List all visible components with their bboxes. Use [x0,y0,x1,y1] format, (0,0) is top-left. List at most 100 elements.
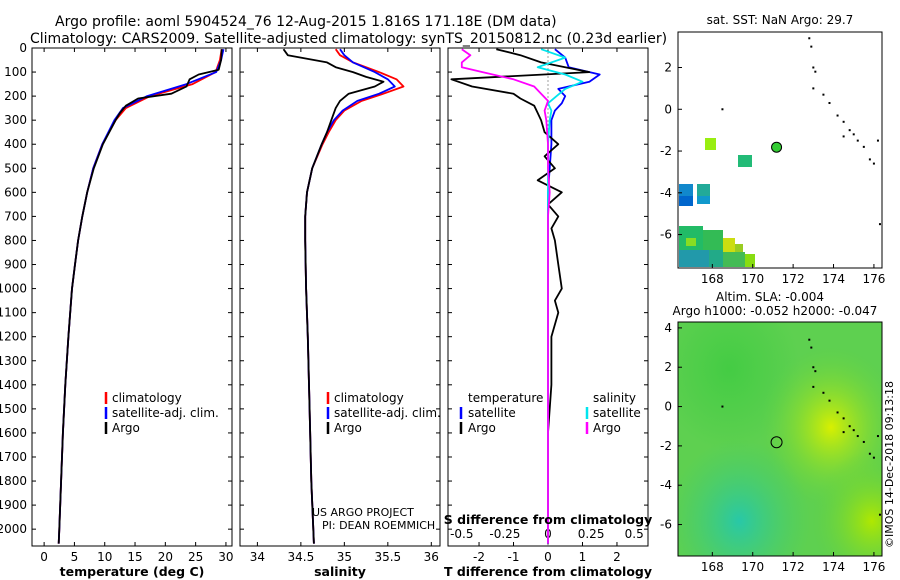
legend-salinity-argo: Argo [593,421,621,435]
sst-islands [721,37,881,226]
legend-salinity-satellite: satellite [593,406,641,420]
sla-islands [721,338,881,516]
sst-patch [679,196,693,206]
sst-lon-tick-labels: 168 170 172 174 176 [701,264,885,286]
island [868,158,871,161]
depth-tick-label: 1200 [0,330,27,344]
island [828,399,831,402]
island [822,93,825,96]
salinity-tick-labels: 34 34.5 35 35.5 36 [250,48,439,564]
sst-patch [705,138,716,150]
island [876,435,879,438]
sla-map-title-line-2: Argo h1000: -0.052 h2000: -0.047 [673,304,878,318]
series-line-argo [282,48,385,544]
temperature-xlabel: temperature (deg C) [60,564,205,579]
depth-tick-label: 200 [4,89,27,103]
salinity-xlabel: salinity [314,564,366,579]
salinity-panel: 34 34.5 35 35.5 36 salinity climatology sate… [239,47,441,579]
island [808,338,811,341]
series-line-argo [57,49,223,544]
pi-credit: PI: DEAN ROEMMICH [322,519,435,532]
depth-tick-label: 1100 [0,306,27,320]
legend-climatology: climatology [112,391,182,405]
lon-tick-label: 176 [862,560,885,574]
sst-argo-position-marker [771,141,783,153]
island [848,425,851,428]
sst-lat-tick-labels: 2 0 -2 -4 -6 [660,61,682,242]
depth-tick-label: 0 [19,41,27,55]
island [822,391,825,394]
series-line-climatology [57,49,223,544]
x-tick-label: 30 [218,550,233,564]
sst-patch [745,254,755,267]
temperature-legend: climatology satellite-adj. clim. Argo [104,391,219,435]
x-tick-label: 10 [97,550,112,564]
lat-tick-label: 0 [664,102,672,116]
lat-tick-label: 2 [664,360,672,374]
x-tick-label: 2 [613,550,621,564]
x-tick-label: 36 [424,550,439,564]
sst-map-title: sat. SST: NaN Argo: 29.7 [707,13,854,27]
x-tick-label: -1 [508,550,520,564]
island [814,370,817,373]
island [842,417,845,420]
legend-title-salinity: salinity [593,391,636,405]
sla-argo-position-marker [770,436,783,449]
depth-tick-label: 700 [4,209,27,223]
difference-series [450,48,601,546]
temperature-axes [31,47,233,547]
island [872,162,875,165]
sla-map-panel: Altim. SLA: -0.004 Argo h1000: -0.052 h2… [660,290,885,574]
depth-tick-label: 400 [4,137,27,151]
depth-tick-label: 1000 [0,282,27,296]
x-tick-label: 5 [71,550,79,564]
island [808,37,811,40]
t-difference-tick-labels: -2 -1 0 1 2 [473,48,621,564]
series-line-temperature-satellite [547,48,601,544]
island [842,120,845,123]
series-line-salinity-satellite [536,48,584,544]
depth-tick-label: 1800 [0,474,27,488]
temperature-panel: 0100200300400500600700800900100011001200… [0,41,648,579]
salinity-axes [239,47,441,547]
lon-tick-label: 176 [862,272,885,286]
island [828,102,831,105]
x-tick-label: 1 [579,550,587,564]
depth-tick-label: 1500 [0,402,27,416]
depth-tick-label: 1600 [0,426,27,440]
legend-climatology: climatology [334,391,404,405]
series-line-satellite-adj-clim- [304,48,396,544]
lat-tick-label: 2 [664,61,672,75]
island [872,456,875,459]
legend-temperature-argo: Argo [468,421,496,435]
lon-tick-label: 170 [741,272,764,286]
depth-tick-label: 500 [4,161,27,175]
island [842,431,845,434]
island [852,133,855,136]
legend-satellite: satellite-adj. clim. [112,406,219,420]
s-diff-tick-label: -0.25 [489,527,520,541]
sla-map-axes [677,321,883,557]
depth-tick-label: 2000 [0,522,27,536]
lon-tick-label: 168 [701,560,724,574]
s-diff-tick-label: -0.5 [450,527,473,541]
lat-tick-label: -6 [660,228,672,242]
legend-temperature-satellite: satellite [468,406,516,420]
island [842,135,845,138]
legend-satellite: satellite-adj. clim. [334,406,441,420]
sst-patch [723,238,735,252]
x-tick-label: 35 [337,550,352,564]
island [812,87,815,90]
sst-patch [697,184,710,196]
salinity-legend: climatology satellite-adj. clim. Argo [326,391,441,435]
sst-patch [738,155,752,167]
salinity-series [282,48,405,544]
sst-patch [686,238,696,246]
island [812,366,815,369]
island [812,385,815,388]
title-line-2: Climatology: CARS2009. Satellite-adjuste… [30,31,667,47]
sst-patch [679,250,709,267]
lat-tick-label: -4 [660,478,672,492]
sst-map-panel: sat. SST: NaN Argo: 29.7 168 170 172 174 176… [660,13,885,286]
